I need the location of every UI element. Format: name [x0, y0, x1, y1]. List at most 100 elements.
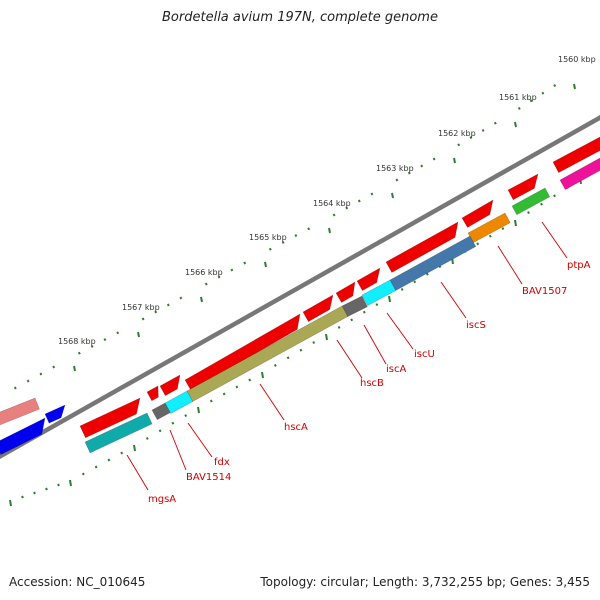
minor-tick — [120, 451, 124, 455]
minor-tick — [501, 227, 505, 231]
major-tick — [69, 479, 72, 487]
backbone-line — [0, 115, 600, 459]
gene-arrow — [511, 187, 551, 216]
label-leader — [541, 221, 568, 259]
minor-tick — [103, 338, 107, 342]
accession-text: Accession: NC_010645 — [9, 575, 146, 589]
minor-tick — [345, 206, 349, 210]
major-tick — [197, 406, 200, 414]
gene-arrow — [151, 402, 171, 421]
minor-tick — [395, 178, 399, 182]
minor-tick — [553, 194, 556, 198]
minor-tick — [527, 211, 530, 215]
gene-arrow — [186, 305, 349, 402]
minor-tick — [457, 143, 461, 147]
tick-label: 1564 kbp — [313, 199, 351, 208]
minor-tick — [90, 344, 94, 348]
minor-tick — [413, 280, 417, 284]
major-tick — [264, 261, 267, 268]
gene-label: hscB — [360, 378, 384, 389]
label-leader — [497, 245, 523, 285]
major-tick — [328, 227, 331, 234]
minor-tick — [350, 318, 354, 322]
label-leader — [169, 429, 187, 471]
minor-tick — [145, 436, 149, 440]
gene-label: BAV1514 — [186, 472, 231, 483]
minor-tick — [81, 472, 85, 476]
minor-tick — [312, 341, 316, 345]
major-tick — [73, 365, 76, 372]
minor-tick — [33, 491, 36, 495]
minor-tick — [230, 268, 234, 272]
major-tick — [388, 295, 391, 303]
minor-tick — [243, 261, 247, 265]
minor-tick — [529, 99, 533, 103]
minor-tick — [184, 414, 188, 418]
gene-label: iscS — [466, 320, 486, 331]
minor-tick — [407, 171, 411, 175]
genome-backbone — [0, 115, 600, 459]
minor-tick — [286, 356, 290, 360]
gene-arrow — [385, 221, 459, 273]
gene-arrow — [335, 281, 356, 303]
gene-arrow — [0, 397, 40, 426]
tick-label: 1562 kbp — [438, 129, 476, 138]
gene-arrow — [0, 417, 46, 456]
genome-summary-text: Topology: circular; Length: 3,732,255 bp… — [260, 575, 590, 589]
label-leader — [126, 454, 149, 491]
minor-tick — [248, 378, 252, 382]
minor-tick — [493, 121, 497, 125]
major-tick — [9, 499, 12, 507]
major-tick — [391, 192, 394, 199]
minor-tick — [268, 247, 272, 251]
major-tick — [514, 121, 517, 128]
gene-arrow — [361, 279, 397, 306]
minor-tick — [357, 199, 361, 203]
tick-label: 1560 kbp — [558, 55, 596, 64]
gene-arrow — [552, 136, 600, 174]
major-tick — [137, 331, 140, 338]
minor-tick — [432, 157, 436, 161]
scale-ticks: 1560 kbp 1561 kbp 1562 kbp 1563 kbp 1564 kbp… — [9, 55, 596, 507]
minor-tick — [553, 84, 557, 88]
major-tick — [200, 296, 203, 303]
map-title: Bordetella avium 197N, complete genome — [162, 10, 438, 25]
minor-tick — [94, 465, 98, 469]
minor-tick — [171, 421, 175, 425]
minor-tick — [332, 213, 336, 217]
minor-tick — [77, 351, 81, 355]
minor-tick — [337, 325, 341, 329]
gene-arrow — [507, 173, 539, 201]
tick-label: 1563 kbp — [376, 164, 414, 173]
minor-tick — [481, 128, 485, 132]
minor-tick — [154, 310, 158, 314]
gene-label: iscU — [414, 349, 435, 360]
minor-tick — [52, 365, 56, 369]
label-leader — [363, 324, 387, 365]
minor-tick — [400, 287, 404, 291]
minor-tick — [541, 91, 545, 95]
minor-tick — [370, 192, 374, 196]
label-leader — [386, 312, 414, 350]
minor-tick — [179, 296, 183, 300]
tick-label: 1568 kbp — [58, 337, 96, 346]
minor-tick — [45, 487, 48, 491]
gene-label: mgsA — [148, 494, 176, 505]
gene-label: BAV1507 — [522, 286, 567, 297]
major-tick — [514, 219, 517, 227]
label-leader — [440, 281, 467, 319]
minor-tick — [476, 242, 480, 246]
gene-label: hscA — [284, 422, 308, 433]
minor-tick — [166, 303, 170, 307]
minor-tick — [26, 379, 30, 383]
gene-arrow — [559, 157, 600, 191]
gene-label: iscA — [386, 364, 406, 375]
minor-tick — [273, 363, 277, 367]
minor-tick — [425, 272, 429, 276]
minor-tick — [107, 458, 111, 462]
minor-tick — [235, 385, 239, 389]
major-tick — [133, 444, 136, 452]
minor-tick — [517, 106, 521, 110]
gene-arrow — [146, 385, 159, 402]
